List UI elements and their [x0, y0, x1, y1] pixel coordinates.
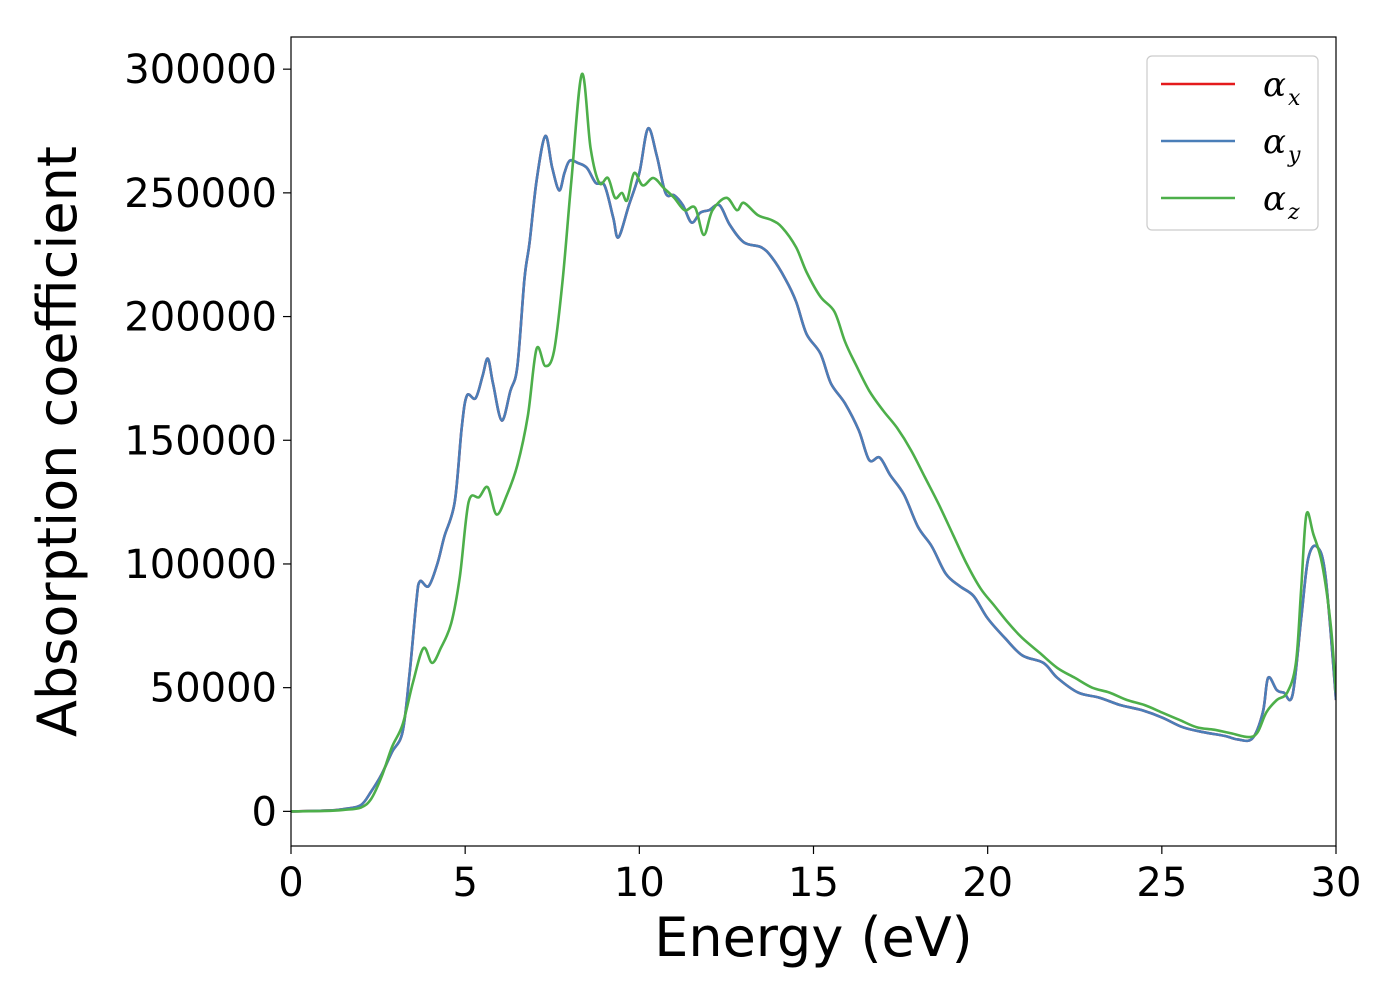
x-tick-label: 10 [614, 860, 665, 906]
x-tick-label: 20 [962, 860, 1013, 906]
y-axis: 0 50000 100000 150000 200000 250000 300000 [124, 47, 291, 835]
legend-frame [1146, 55, 1319, 231]
y-tick-label: 50000 [150, 666, 277, 712]
x-axis-title: Energy (eV) [654, 906, 973, 969]
x-axis: 0 5 10 15 20 25 30 [278, 846, 1361, 906]
y-tick-label: 200000 [124, 295, 277, 341]
legend-label-alpha-x: αx [1263, 65, 1301, 111]
legend-label-alpha-y: αy [1263, 122, 1301, 168]
x-tick-label: 25 [1136, 860, 1187, 906]
series-layer [291, 72, 1336, 813]
x-tick-label: 0 [278, 860, 303, 906]
series-line-alpha-y [291, 127, 1336, 813]
series-line-alpha-x [291, 127, 1336, 813]
y-tick-label: 250000 [124, 171, 277, 217]
y-tick-label: 100000 [124, 542, 277, 588]
series-line-alpha-z [291, 72, 1336, 813]
y-tick-label: 0 [252, 789, 277, 835]
y-tick-label: 150000 [124, 418, 277, 464]
x-tick-label: 5 [452, 860, 477, 906]
y-tick-label: 300000 [124, 47, 277, 93]
legend-label-alpha-z: αz [1263, 179, 1300, 225]
x-tick-label: 15 [788, 860, 839, 906]
y-axis-title: Absorption coefficient [26, 146, 89, 737]
x-tick-label: 30 [1311, 860, 1362, 906]
legend: αx αy αz [1146, 55, 1319, 231]
